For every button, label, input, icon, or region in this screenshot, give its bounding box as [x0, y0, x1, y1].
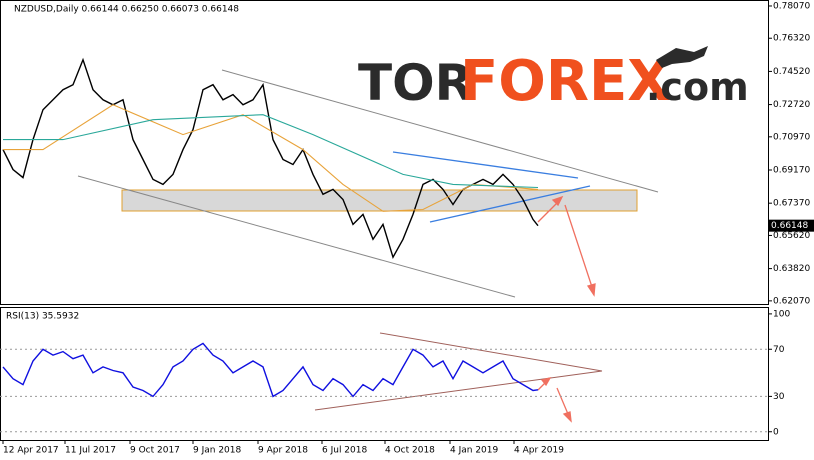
channel-line [221, 69, 659, 193]
series-line [2, 342, 539, 398]
x-tick-label: 4 Oct 2018 [385, 446, 435, 456]
y-tick-label: 0.62070 [773, 296, 810, 306]
y-tick-label: 0 [773, 427, 779, 437]
y-tick-label: 0.78070 [773, 1, 810, 11]
y-tick-label: 0.74520 [773, 67, 810, 77]
y-tick-label: 0.76320 [773, 34, 810, 44]
y-tick-label: 0.69170 [773, 166, 810, 176]
x-tick-label: 9 Oct 2017 [130, 446, 180, 456]
x-tick-label: 9 Apr 2018 [258, 446, 308, 456]
bull-icon [656, 46, 708, 68]
y-tick-label: 0.72720 [773, 100, 810, 110]
y-tick-label: 0.63820 [773, 264, 810, 274]
y-tick-label: 0.65620 [773, 231, 810, 241]
price-tag-label: 0.66148 [771, 221, 808, 231]
price-tag [768, 219, 814, 232]
x-tick-label: 6 Jul 2018 [322, 446, 367, 456]
y-tick-label: 30 [773, 392, 785, 402]
rsi-trend-line [314, 370, 603, 411]
x-tick-label: 11 Jul 2017 [65, 446, 116, 456]
channel-line [77, 175, 516, 298]
x-tick-label: 12 Apr 2017 [3, 446, 59, 456]
triangle-line [392, 151, 579, 179]
triangle-line [429, 185, 591, 223]
price-panel [0, 0, 769, 305]
watermark: TOR [358, 54, 473, 112]
watermark: FOREX [460, 49, 670, 114]
watermark: .com [646, 65, 749, 109]
series-line [3, 104, 539, 212]
support-zone [121, 189, 638, 212]
series-line [2, 57, 539, 259]
y-tick-label: 70 [773, 345, 785, 355]
chart-title: NZDUSD,Daily 0.66144 0.66250 0.66073 0.6… [14, 5, 239, 15]
y-tick-label: 0.70970 [773, 132, 810, 142]
series-line [3, 114, 539, 189]
y-tick-label: 0.67370 [773, 199, 810, 209]
forecast-arrows [537, 195, 596, 423]
rsi-panel [0, 307, 769, 441]
rsi-title: RSI(13) 35.5932 [6, 312, 79, 322]
x-tick-label: 9 Jan 2018 [193, 446, 241, 456]
y-tick-label: 100 [773, 309, 790, 319]
x-tick-label: 4 Jan 2019 [450, 446, 498, 456]
x-tick-label: 4 Apr 2019 [514, 446, 564, 456]
rsi-trend-line [379, 332, 603, 372]
